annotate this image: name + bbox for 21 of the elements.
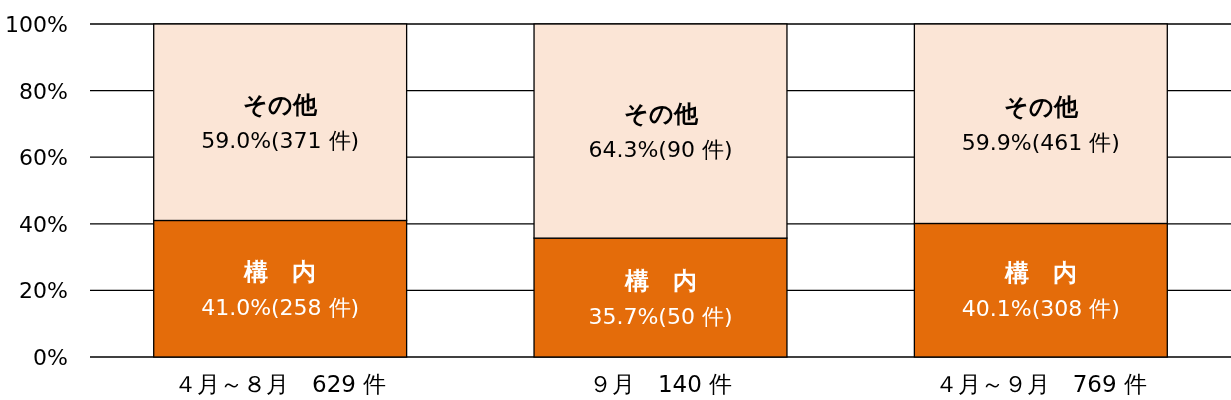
text: その他	[1003, 92, 1078, 121]
y-tick-label: 20%	[19, 278, 68, 304]
text: 構 内	[244, 257, 317, 286]
data-label: 59.0%(371 件)	[201, 128, 360, 154]
data-label: 35.7%(50 件)	[588, 303, 733, 329]
data-label: 40.1%(308 件)	[961, 296, 1120, 322]
y-tick-label: 80%	[19, 78, 68, 104]
data-label: 64.3%(90 件)	[588, 137, 733, 163]
y-tick-label: 60%	[19, 145, 68, 171]
y-tick-label: 40%	[19, 211, 68, 237]
data-label: 59.9%(461 件)	[961, 129, 1120, 155]
x-tick-label: ４月～８月 629 件	[174, 371, 387, 397]
x-tick-label: ９月 140 件	[588, 371, 733, 397]
text: 構 内	[1004, 259, 1077, 288]
y-tick-label: 100%	[5, 12, 68, 37]
y-tick-label: 0%	[33, 345, 68, 370]
series-label: その他	[243, 91, 319, 120]
text: その他	[623, 100, 698, 129]
x-tick-label: ４月～９月 769 件	[934, 371, 1147, 397]
data-label: 41.0%(258 件)	[201, 294, 360, 320]
series-label: 構 内	[623, 266, 697, 295]
